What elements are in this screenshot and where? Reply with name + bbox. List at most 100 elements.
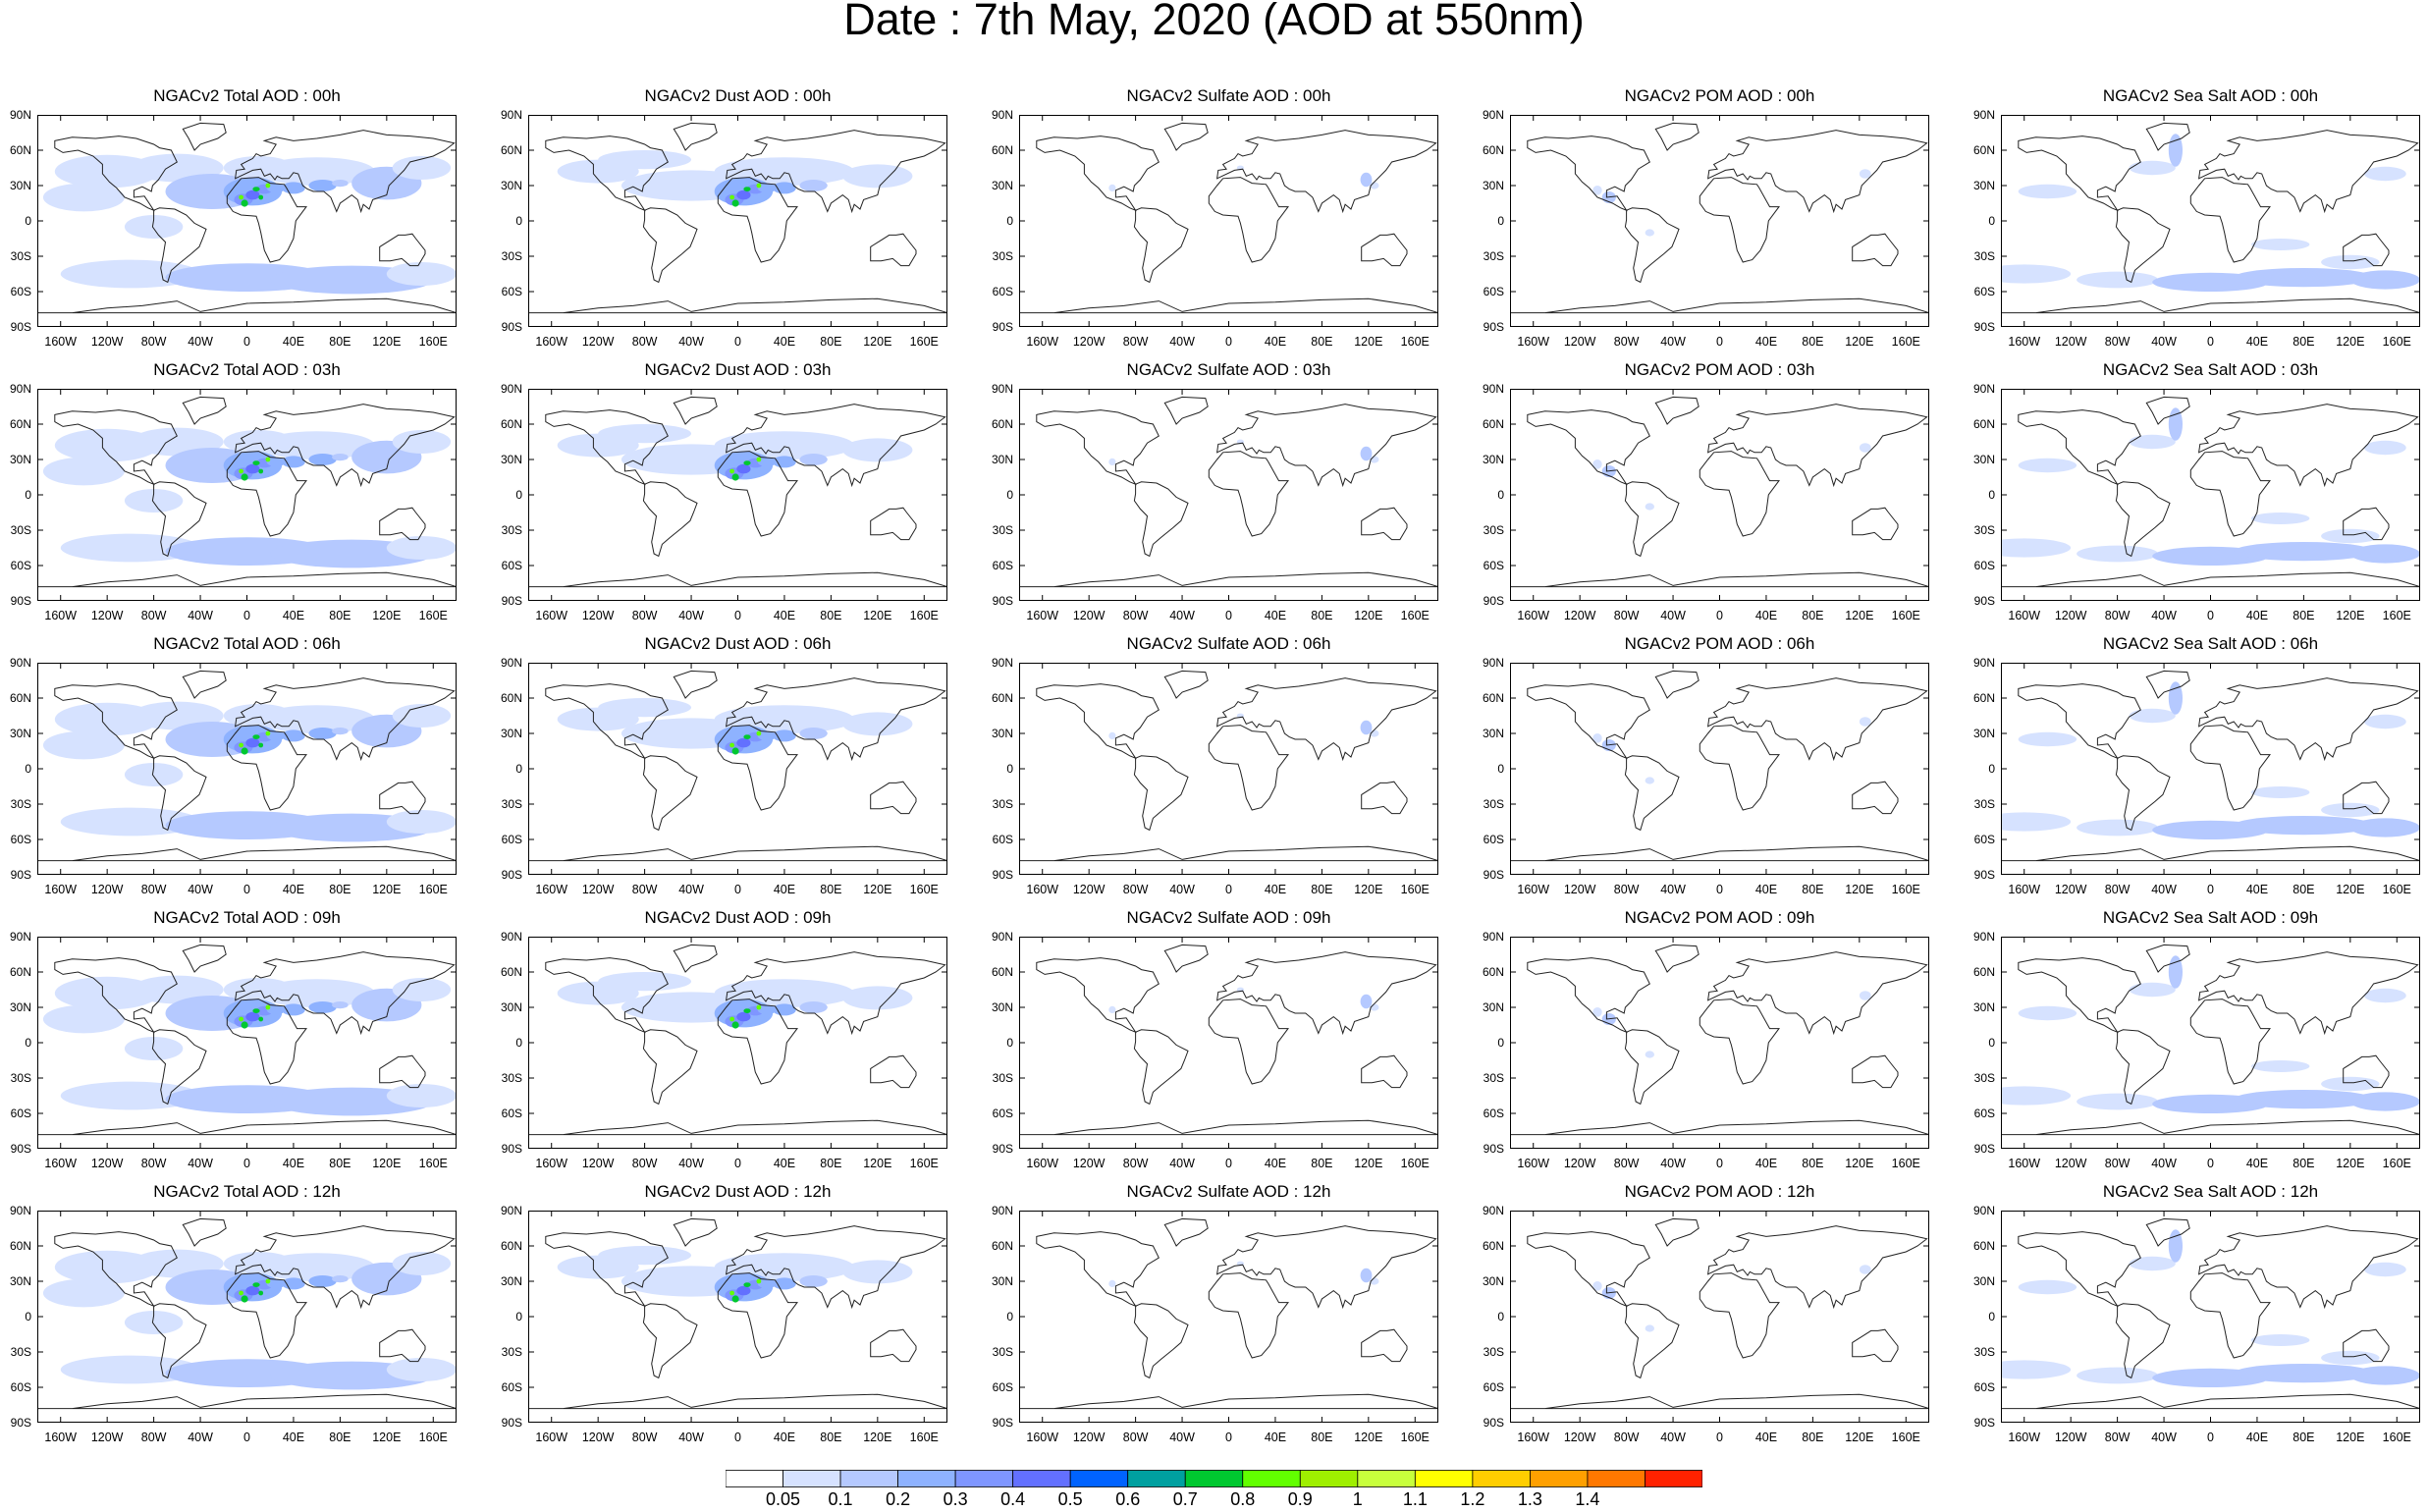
lon-tick-label: 160E — [418, 609, 448, 622]
world-map — [1510, 115, 1929, 327]
lat-tick-label: 90N — [991, 656, 1013, 670]
lon-tick-label: 40E — [282, 883, 305, 896]
coastline — [725, 951, 946, 1036]
coastline — [379, 507, 426, 541]
aod-patch — [392, 978, 452, 1001]
lon-tick-label: 160W — [2008, 609, 2041, 622]
coastline — [37, 1393, 457, 1410]
coastline — [717, 999, 798, 1085]
lat-tick-label: 60N — [1972, 417, 1995, 431]
map-frame — [37, 663, 457, 875]
aod-patch — [2349, 270, 2420, 290]
aod-patch — [386, 536, 457, 560]
lon-tick-label: 80E — [1802, 883, 1824, 896]
coastline — [717, 725, 798, 811]
lon-tick-label: 0 — [734, 1157, 741, 1170]
lon-tick-label: 120E — [372, 1431, 402, 1444]
lat-tick-label: 60N — [991, 1239, 1013, 1253]
lat-tick-label: 60N — [991, 965, 1013, 979]
aod-patch — [736, 1011, 751, 1022]
coastline — [1133, 1029, 1189, 1106]
world-map — [2001, 389, 2420, 601]
lat-tick-label: 90S — [1483, 594, 1504, 608]
coastline — [1852, 233, 1899, 267]
aod-patch — [124, 1311, 184, 1334]
colorbar-label: 0.2 — [886, 1489, 911, 1509]
lon-tick-label: 40W — [188, 1157, 213, 1170]
lat-tick-label: 30N — [500, 727, 522, 740]
lat-tick-label: 90N — [1482, 1204, 1504, 1217]
lon-tick-label: 120E — [1845, 335, 1874, 349]
lon-tick-label: 80W — [631, 609, 658, 622]
lon-tick-label: 120W — [1072, 609, 1106, 622]
aod-patch — [731, 1295, 739, 1303]
aod-field — [557, 150, 913, 207]
coastline — [1215, 951, 1437, 1036]
aod-patch — [252, 734, 260, 739]
coastline — [226, 725, 307, 811]
aod-patch — [332, 1001, 349, 1009]
aod-patch — [2321, 802, 2380, 818]
coastline — [182, 122, 227, 151]
coastline — [1133, 207, 1189, 284]
aod-patch — [258, 742, 264, 748]
coastline — [1527, 1231, 1650, 1308]
aod-field — [2001, 407, 2420, 566]
lon-tick-label: 80W — [140, 335, 167, 349]
aod-patch — [598, 424, 691, 444]
lon-tick-label: 80W — [140, 1157, 167, 1170]
aod-patch — [1859, 443, 1871, 453]
lon-tick-label: 0 — [734, 1431, 741, 1444]
coastline — [2001, 571, 2420, 588]
colorbar-label: 0.4 — [1000, 1489, 1026, 1509]
lon-tick-label: 80E — [329, 609, 351, 622]
coastline — [1036, 1231, 1160, 1308]
map-panel-dust-0: NGACv2 Dust AOD : 00h 90N 60N 30N 0 30S 60S 90S… — [501, 86, 947, 349]
aod-patch — [729, 742, 734, 748]
aod-patch — [799, 180, 828, 191]
colorbar-label: 0.7 — [1172, 1489, 1198, 1509]
lat-tick-label: 90N — [1972, 1204, 1995, 1217]
lon-tick-label: 0 — [1716, 883, 1723, 896]
lat-tick-label: 30S — [10, 1071, 31, 1085]
map-panel-total-2: NGACv2 Total AOD : 06h 90N 60N 30N 0 30S 60S 90… — [10, 634, 457, 896]
lon-tick-label: 80E — [2293, 883, 2315, 896]
aod-patch — [266, 183, 286, 193]
aod-patch — [245, 189, 260, 200]
map-frame — [1510, 663, 1929, 875]
coastline — [1699, 177, 1780, 263]
panel-title: NGACv2 POM AOD : 03h — [1624, 360, 1815, 379]
coastline — [2145, 1217, 2190, 1247]
lat-tick-label: 90S — [1973, 1142, 1995, 1156]
lat-tick-label: 90N — [1482, 656, 1504, 670]
lat-tick-label: 0 — [1497, 488, 1504, 502]
lat-tick-label: 30N — [1482, 179, 1504, 192]
coastline — [1215, 677, 1437, 762]
colorbar-label: 0.5 — [1057, 1489, 1083, 1509]
lat-tick-label: 30S — [1483, 797, 1504, 811]
coastline — [2197, 404, 2419, 488]
map-frame — [1019, 663, 1438, 875]
lon-tick-label: 160E — [909, 335, 939, 349]
panel-title: NGACv2 Sulfate AOD : 09h — [1126, 908, 1331, 927]
world-map — [528, 663, 947, 875]
aod-patch — [2364, 988, 2406, 1003]
lon-tick-label: 160W — [1517, 1157, 1550, 1170]
lon-tick-label: 0 — [2207, 1431, 2214, 1444]
lon-tick-label: 120W — [1072, 883, 1106, 896]
lat-tick-label: 30N — [1972, 453, 1995, 466]
aod-patch — [756, 457, 762, 462]
aod-patch — [2018, 731, 2077, 747]
coastline — [642, 1303, 698, 1379]
coastline — [1706, 130, 1928, 214]
coastline — [673, 122, 718, 151]
lat-tick-label: 0 — [515, 762, 522, 776]
lon-tick-label: 120W — [581, 335, 615, 349]
coastline — [54, 409, 178, 486]
map-panel-total-0: NGACv2 Total AOD : 00h 90N 60N 30N 0 30S 60S 90… — [10, 86, 457, 349]
aod-patch — [42, 1278, 125, 1308]
lon-tick-label: 80W — [631, 1157, 658, 1170]
lon-tick-label: 120W — [581, 1157, 615, 1170]
colorbar-label: 0.1 — [828, 1489, 853, 1509]
map-frame — [528, 663, 947, 875]
